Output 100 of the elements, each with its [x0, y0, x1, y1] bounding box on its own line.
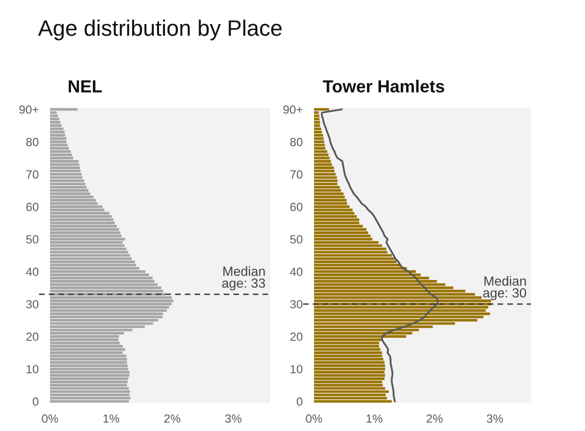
bar: [50, 318, 158, 322]
bar: [50, 192, 90, 196]
bar: [50, 394, 130, 396]
bar: [50, 390, 130, 393]
chart-title: Age distribution by Place: [38, 20, 282, 40]
y-tick-label: 70: [290, 170, 302, 179]
bar: [50, 348, 126, 351]
bar: [314, 224, 363, 228]
bar: [50, 374, 130, 377]
bar: [314, 384, 383, 386]
bar: [50, 296, 172, 299]
bar: [314, 179, 338, 182]
ref-line-label: Median age: 33: [222, 266, 266, 290]
bar: [50, 264, 136, 266]
bar: [314, 198, 347, 202]
bar: [50, 134, 66, 137]
bar: [50, 351, 123, 354]
bar: [50, 224, 117, 228]
bar: [50, 358, 127, 360]
y-tick-label: 90+: [283, 105, 302, 114]
bar: [314, 351, 382, 354]
bar: [314, 342, 380, 344]
bar: [50, 198, 96, 202]
ref-line-label: Median age: 30: [483, 276, 526, 300]
bar: [50, 241, 123, 244]
bar: [314, 170, 334, 172]
bar: [314, 196, 345, 198]
bar: [50, 302, 172, 306]
bar: [50, 400, 129, 403]
bar: [314, 134, 324, 137]
bar: [50, 130, 65, 134]
bar: [314, 156, 330, 160]
bar: [314, 222, 360, 224]
bar: [314, 344, 380, 348]
bar: [50, 218, 114, 221]
x-tick-label: 1%: [103, 414, 120, 423]
bar: [314, 380, 382, 384]
bar: [50, 238, 126, 240]
bar: [50, 248, 126, 250]
x-tick-label: 0%: [42, 414, 58, 423]
bar: [314, 248, 386, 250]
bar: [50, 244, 125, 247]
bar: [314, 182, 338, 186]
bar: [50, 228, 120, 231]
bar: [314, 153, 328, 156]
bar: [314, 400, 392, 403]
bar: [314, 374, 386, 377]
bar: [50, 121, 60, 124]
x-tick-label: 3%: [486, 414, 503, 423]
bar: [50, 384, 127, 386]
chart-subtitle: NEL: [68, 80, 102, 92]
bar: [50, 283, 158, 286]
bar: [314, 121, 320, 124]
bar: [50, 354, 126, 358]
bar: [314, 377, 385, 380]
bar: [314, 361, 385, 364]
bar: [314, 215, 357, 218]
bar: [50, 150, 71, 153]
y-tick-label: 20: [290, 332, 302, 341]
bar: [314, 128, 322, 130]
bar: [50, 377, 128, 380]
bar: [314, 172, 336, 176]
bar: [50, 254, 130, 257]
bar: [50, 170, 81, 172]
bar: [50, 118, 60, 120]
bar: [50, 280, 154, 283]
y-tick-label: 20: [26, 332, 38, 341]
bar: [314, 212, 354, 214]
bar: [314, 387, 386, 390]
bar: [50, 387, 129, 390]
y-tick-label: 90+: [19, 105, 38, 114]
bar: [314, 147, 326, 150]
bar: [314, 218, 360, 221]
bar: [314, 257, 395, 260]
bar: [314, 166, 334, 170]
bar: [314, 306, 488, 309]
y-tick-label: 0: [296, 397, 302, 406]
bar: [50, 153, 72, 156]
y-tick-label: 70: [26, 170, 38, 179]
bar: [314, 176, 337, 179]
x-tick-label: 2%: [164, 414, 180, 423]
bar: [50, 182, 86, 186]
y-tick-label: 30: [26, 300, 38, 308]
bar: [50, 299, 174, 302]
bar: [50, 140, 66, 144]
bar: [50, 290, 164, 292]
bar: [50, 316, 162, 318]
y-tick-label: 50: [290, 235, 302, 244]
bar: [50, 396, 131, 400]
x-tick-label: 2%: [426, 414, 443, 423]
bar: [314, 309, 486, 312]
y-tick-label: 60: [26, 202, 38, 212]
y-tick-label: 10: [290, 364, 302, 374]
bar: [50, 176, 82, 179]
bar: [314, 144, 325, 146]
bar: [50, 309, 167, 312]
bar: [50, 260, 135, 264]
chart-subtitle: Tower Hamlets: [322, 80, 444, 93]
bar: [314, 234, 371, 238]
bar: [314, 140, 324, 144]
